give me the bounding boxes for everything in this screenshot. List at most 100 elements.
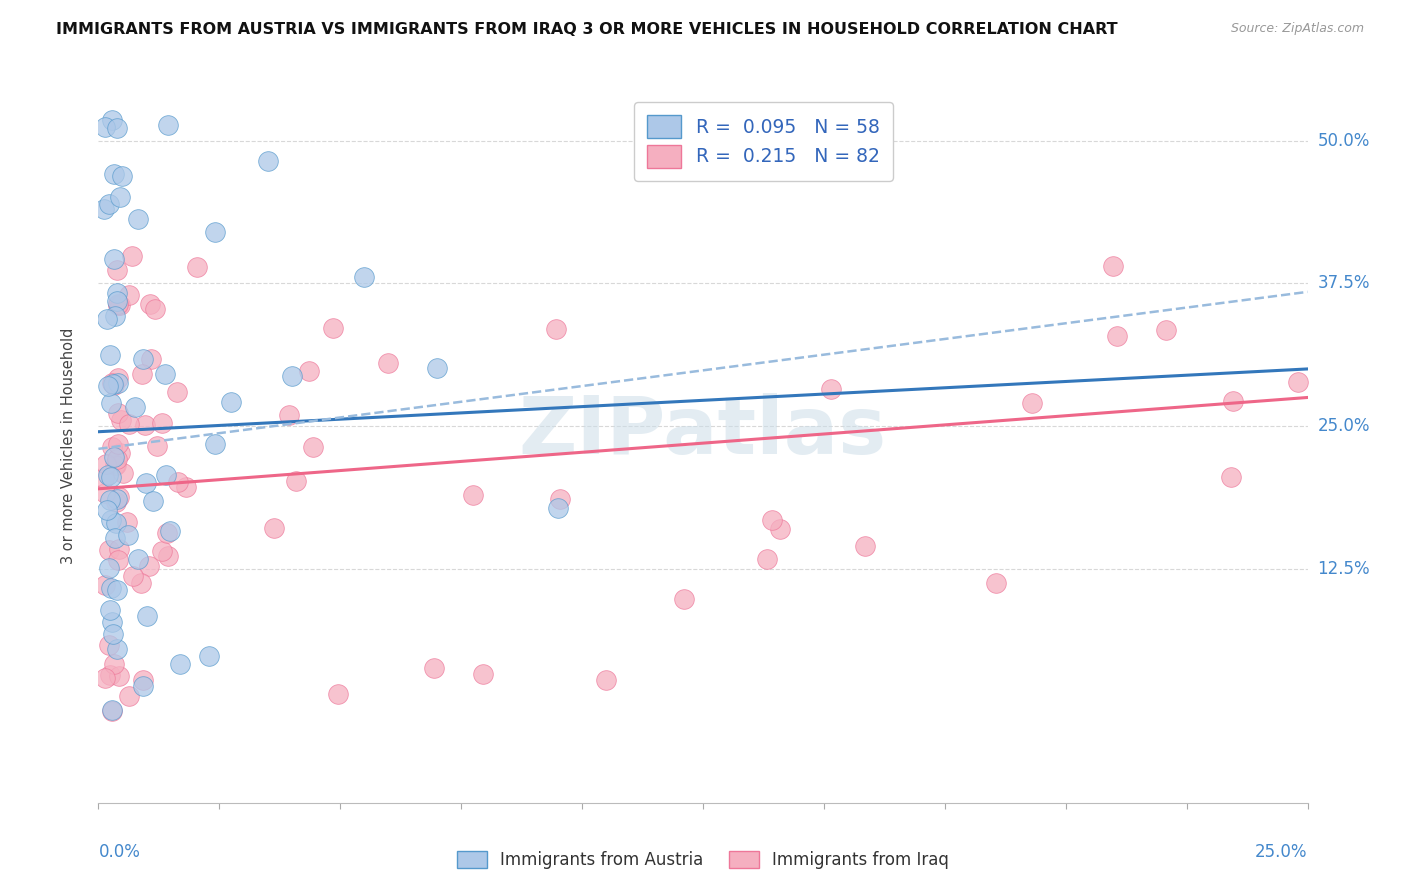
Point bbox=[156, 549, 179, 564]
Point bbox=[108, 542, 131, 557]
Point bbox=[98, 543, 121, 558]
Point bbox=[204, 437, 226, 451]
Point bbox=[127, 551, 149, 566]
Point bbox=[284, 474, 307, 488]
Point bbox=[256, 153, 278, 168]
Point bbox=[93, 471, 115, 485]
Text: 50.0%: 50.0% bbox=[1317, 132, 1369, 150]
Point bbox=[1105, 328, 1128, 343]
Point bbox=[121, 568, 143, 582]
Point bbox=[167, 475, 190, 490]
Point bbox=[281, 369, 304, 384]
Point bbox=[107, 406, 129, 420]
Point bbox=[105, 494, 128, 508]
Point bbox=[1102, 259, 1125, 273]
Point bbox=[1286, 376, 1309, 390]
Point bbox=[139, 297, 162, 311]
Point bbox=[121, 249, 143, 263]
Point bbox=[263, 521, 285, 535]
Point bbox=[204, 225, 226, 239]
Point bbox=[107, 371, 129, 385]
Point bbox=[322, 321, 344, 335]
Point bbox=[131, 679, 153, 693]
Point bbox=[100, 470, 122, 484]
Point bbox=[103, 657, 125, 671]
Point bbox=[98, 348, 121, 362]
Point bbox=[100, 395, 122, 409]
Point bbox=[174, 480, 197, 494]
Point bbox=[278, 409, 301, 423]
Point bbox=[150, 544, 173, 558]
Point bbox=[104, 309, 127, 323]
Point bbox=[186, 260, 208, 274]
Point bbox=[108, 190, 131, 204]
Point bbox=[104, 531, 127, 545]
Point bbox=[328, 687, 350, 701]
Point bbox=[134, 417, 156, 432]
Point bbox=[138, 559, 160, 574]
Point bbox=[422, 661, 444, 675]
Point bbox=[104, 516, 127, 531]
Point bbox=[103, 458, 125, 472]
Point bbox=[135, 475, 157, 490]
Point bbox=[108, 446, 131, 460]
Point bbox=[105, 582, 128, 597]
Point bbox=[97, 197, 120, 211]
Point bbox=[219, 394, 242, 409]
Point bbox=[124, 400, 146, 414]
Point bbox=[101, 376, 124, 390]
Point bbox=[853, 539, 876, 553]
Point bbox=[115, 515, 138, 529]
Point bbox=[94, 672, 117, 686]
Point bbox=[461, 488, 484, 502]
Point bbox=[550, 491, 572, 506]
Point bbox=[98, 667, 121, 681]
Point bbox=[105, 293, 128, 308]
Legend: R =  0.095   N = 58, R =  0.215   N = 82: R = 0.095 N = 58, R = 0.215 N = 82 bbox=[634, 103, 893, 181]
Point bbox=[108, 669, 131, 683]
Point bbox=[1154, 323, 1177, 337]
Point bbox=[98, 603, 121, 617]
Point bbox=[110, 413, 132, 427]
Text: ZIPatlas: ZIPatlas bbox=[519, 392, 887, 471]
Point bbox=[132, 673, 155, 688]
Point bbox=[107, 297, 129, 311]
Point bbox=[97, 561, 120, 575]
Point bbox=[96, 457, 118, 471]
Point bbox=[103, 167, 125, 181]
Point bbox=[105, 492, 128, 507]
Point bbox=[111, 466, 134, 480]
Point bbox=[1220, 470, 1243, 484]
Point bbox=[94, 120, 117, 135]
Point bbox=[1222, 394, 1244, 409]
Point bbox=[672, 591, 695, 606]
Point bbox=[97, 468, 120, 483]
Text: Source: ZipAtlas.com: Source: ZipAtlas.com bbox=[1230, 22, 1364, 36]
Point bbox=[150, 417, 173, 431]
Point bbox=[111, 169, 134, 183]
Point bbox=[471, 666, 494, 681]
Point bbox=[97, 638, 120, 652]
Point bbox=[169, 657, 191, 672]
Point bbox=[100, 615, 122, 629]
Point bbox=[153, 367, 176, 381]
Text: 25.0%: 25.0% bbox=[1256, 843, 1308, 861]
Point bbox=[107, 436, 129, 450]
Point bbox=[769, 522, 792, 536]
Point bbox=[103, 377, 125, 392]
Point bbox=[377, 356, 399, 370]
Point bbox=[118, 288, 141, 302]
Point bbox=[117, 528, 139, 542]
Point bbox=[105, 120, 128, 135]
Point bbox=[101, 626, 124, 640]
Text: 25.0%: 25.0% bbox=[1317, 417, 1369, 435]
Point bbox=[166, 385, 188, 400]
Point bbox=[155, 526, 177, 541]
Point bbox=[157, 118, 180, 132]
Point bbox=[298, 364, 321, 378]
Point bbox=[146, 439, 169, 453]
Point bbox=[159, 524, 181, 538]
Point bbox=[100, 113, 122, 128]
Point bbox=[108, 490, 131, 504]
Point bbox=[93, 202, 115, 216]
